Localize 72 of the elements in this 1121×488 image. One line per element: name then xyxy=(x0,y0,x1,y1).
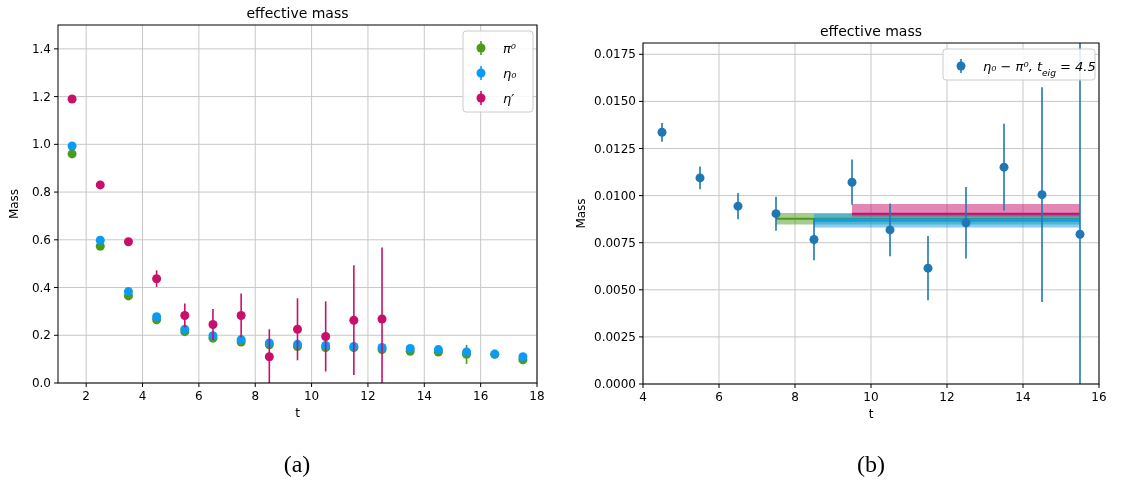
chart-title: effective mass xyxy=(819,23,923,39)
y-tick-label: 0.0000 xyxy=(594,377,636,391)
x-axis-title: t xyxy=(868,407,874,421)
point xyxy=(123,237,133,247)
x-axis-title: t xyxy=(295,406,301,420)
point xyxy=(123,287,133,297)
point xyxy=(1037,190,1047,200)
point xyxy=(657,127,667,137)
point xyxy=(809,235,819,244)
point xyxy=(95,235,105,245)
point xyxy=(847,177,857,187)
y-tick-label: 0.0125 xyxy=(594,141,636,156)
point xyxy=(180,310,190,320)
point xyxy=(208,320,218,330)
legend-label: η′ xyxy=(503,91,515,106)
y-tick-label: 0.2 xyxy=(31,328,51,343)
x-tick-label: 16 xyxy=(473,389,489,403)
point xyxy=(236,310,246,320)
point xyxy=(152,274,162,284)
y-tick-label: 0.0100 xyxy=(594,188,636,203)
point xyxy=(377,314,387,324)
point xyxy=(293,324,302,334)
x-tick-label: 10 xyxy=(863,390,879,404)
legend-label: η₀ xyxy=(503,66,518,81)
y-tick-label: 1.4 xyxy=(31,41,51,56)
x-tick-label: 6 xyxy=(195,389,203,403)
point xyxy=(67,141,77,151)
y-tick-label: 0.0075 xyxy=(594,235,636,250)
legend-label: η₀ − π⁰, t$_{eig}$ = 4.5 xyxy=(983,59,1096,78)
chart-title: effective mass xyxy=(246,5,349,21)
y-tick-label: 0.8 xyxy=(31,185,51,200)
x-tick-label: 8 xyxy=(791,390,799,404)
x-tick-label: 8 xyxy=(251,389,260,403)
x-tick-label: 18 xyxy=(529,389,545,403)
x-tick-label: 14 xyxy=(416,389,432,403)
x-tick-label: 12 xyxy=(360,389,376,403)
point xyxy=(67,149,77,159)
point xyxy=(999,162,1009,172)
y-tick-label: 0.0050 xyxy=(594,282,636,297)
point xyxy=(264,352,274,362)
y-tick-label: 0.0025 xyxy=(594,329,636,344)
y-axis-title: Mass xyxy=(7,188,21,220)
y-tick-label: 1.2 xyxy=(31,89,51,104)
point xyxy=(321,331,331,341)
point xyxy=(695,173,705,183)
y-tick-label: 0.4 xyxy=(31,280,51,295)
point xyxy=(349,315,359,325)
point xyxy=(1075,229,1085,239)
point xyxy=(67,94,77,104)
y-tick-label: 0.0175 xyxy=(594,47,636,62)
x-tick-label: 4 xyxy=(639,390,647,404)
y-tick-label: 1.0 xyxy=(31,137,51,152)
legend-label: π⁰ xyxy=(503,41,517,56)
x-tick-label: 6 xyxy=(715,390,723,404)
x-tick-label: 12 xyxy=(939,390,955,404)
text: (a) xyxy=(283,451,311,477)
x-tick-label: 4 xyxy=(138,389,147,403)
x-tick-label: 2 xyxy=(82,389,90,403)
y-tick-label: 0.0 xyxy=(31,376,51,390)
x-tick-label: 16 xyxy=(1091,390,1107,404)
y-tick-label: 0.6 xyxy=(31,232,51,247)
point xyxy=(961,218,971,228)
x-tick-label: 10 xyxy=(303,389,320,403)
y-tick-label: 0.0150 xyxy=(594,94,636,109)
y-axis-title: Mass xyxy=(574,198,588,229)
point xyxy=(733,201,743,211)
point xyxy=(95,180,105,190)
text: (b) xyxy=(857,451,885,477)
point xyxy=(923,263,933,273)
point xyxy=(771,209,781,219)
x-tick-label: 14 xyxy=(1015,390,1031,404)
point xyxy=(885,225,895,235)
